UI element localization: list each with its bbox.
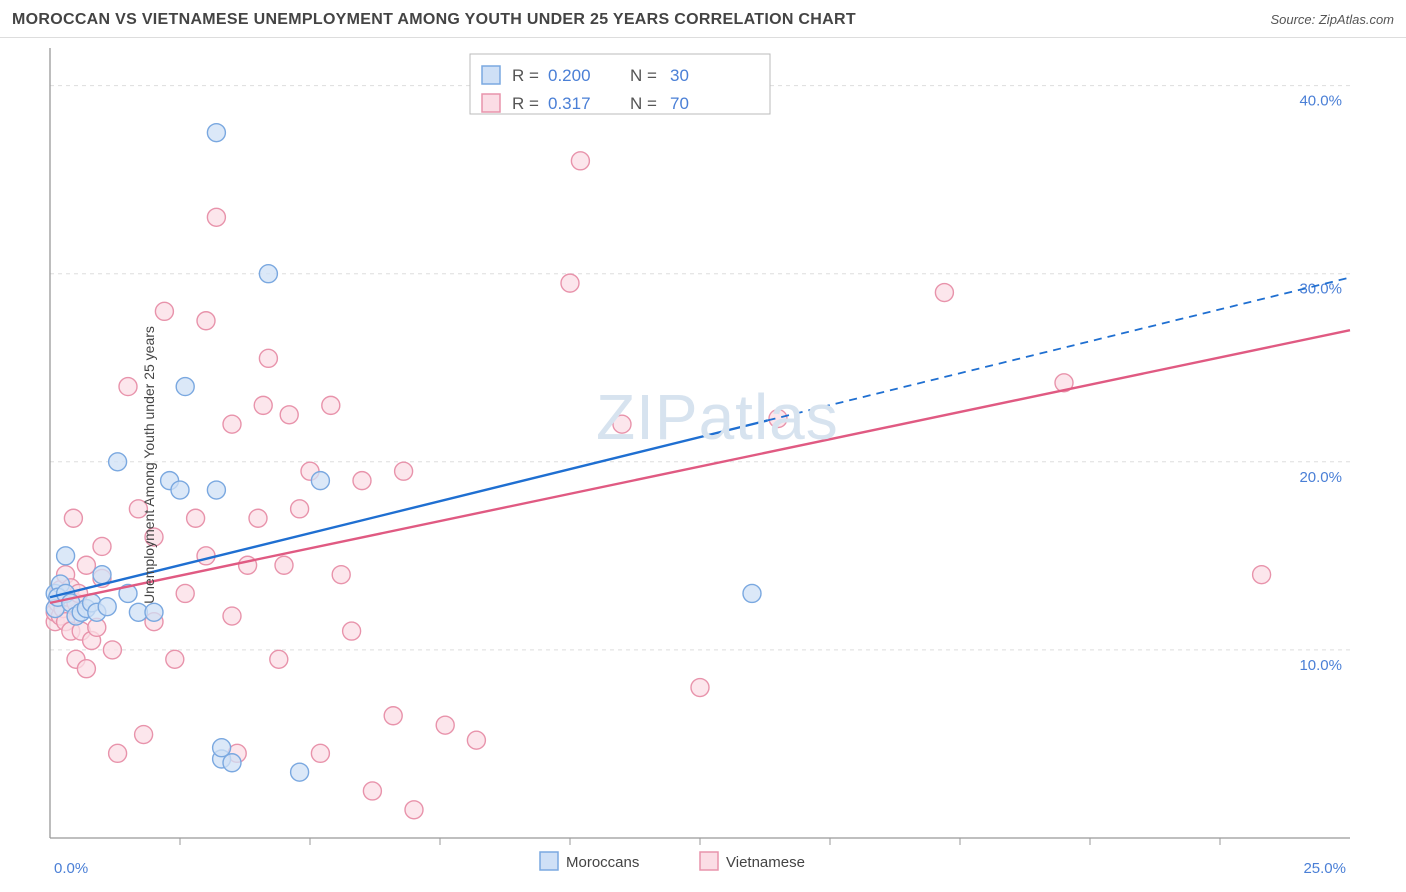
chart-title: MOROCCAN VS VIETNAMESE UNEMPLOYMENT AMON…: [12, 11, 856, 29]
vietnamese-point: [135, 726, 153, 744]
vietnamese-point: [343, 622, 361, 640]
vietnamese-point: [363, 782, 381, 800]
stats-swatch: [482, 94, 500, 112]
chart-svg: 10.0%20.0%30.0%40.0%0.0%25.0%R =0.200N =…: [0, 38, 1406, 892]
svg-text:0.317: 0.317: [548, 94, 591, 113]
svg-text:30: 30: [670, 66, 689, 85]
moroccans-point: [311, 472, 329, 490]
legend-label: Vietnamese: [726, 854, 805, 871]
svg-text:R =: R =: [512, 66, 539, 85]
vietnamese-point: [207, 208, 225, 226]
svg-text:R =: R =: [512, 94, 539, 113]
moroccans-point: [171, 481, 189, 499]
vietnamese-point: [561, 274, 579, 292]
svg-text:25.0%: 25.0%: [1303, 860, 1346, 877]
vietnamese-point: [187, 509, 205, 527]
vietnamese-point: [353, 472, 371, 490]
legend-swatch: [700, 852, 718, 870]
vietnamese-point: [405, 801, 423, 819]
vietnamese-point: [280, 406, 298, 424]
moroccans-point: [98, 598, 116, 616]
svg-text:N =: N =: [630, 94, 657, 113]
vietnamese-point: [223, 607, 241, 625]
vietnamese-point: [275, 556, 293, 574]
vietnamese-point: [77, 660, 95, 678]
moroccans-point: [176, 378, 194, 396]
vietnamese-point: [384, 707, 402, 725]
svg-text:10.0%: 10.0%: [1299, 657, 1342, 674]
vietnamese-point: [223, 415, 241, 433]
vietnamese-point: [155, 302, 173, 320]
moroccans-point: [207, 124, 225, 142]
vietnamese-point: [322, 396, 340, 414]
svg-text:0.0%: 0.0%: [54, 860, 88, 877]
vietnamese-point: [571, 152, 589, 170]
vietnamese-point: [249, 509, 267, 527]
vietnamese-point: [197, 312, 215, 330]
plot-area: Unemployment Among Youth under 25 years …: [0, 38, 1406, 892]
svg-text:20.0%: 20.0%: [1299, 469, 1342, 486]
moroccans-point: [207, 481, 225, 499]
vietnamese-point: [613, 415, 631, 433]
vietnamese-point: [176, 584, 194, 602]
vietnamese-point: [93, 537, 111, 555]
moroccans-trendline: [50, 420, 768, 597]
y-axis-label: Unemployment Among Youth under 25 years: [141, 326, 157, 604]
vietnamese-point: [467, 731, 485, 749]
svg-text:40.0%: 40.0%: [1299, 93, 1342, 110]
svg-text:70: 70: [670, 94, 689, 113]
moroccans-point: [145, 603, 163, 621]
legend-label: Moroccans: [566, 854, 639, 871]
chart-header: MOROCCAN VS VIETNAMESE UNEMPLOYMENT AMON…: [0, 0, 1406, 38]
vietnamese-point: [691, 679, 709, 697]
vietnamese-point: [311, 744, 329, 762]
vietnamese-point: [109, 744, 127, 762]
vietnamese-point: [395, 462, 413, 480]
legend-swatch: [540, 852, 558, 870]
vietnamese-point: [103, 641, 121, 659]
vietnamese-point: [77, 556, 95, 574]
vietnamese-point: [291, 500, 309, 518]
moroccans-point: [93, 566, 111, 584]
moroccans-point: [291, 763, 309, 781]
vietnamese-point: [254, 396, 272, 414]
vietnamese-point: [64, 509, 82, 527]
svg-text:0.200: 0.200: [548, 66, 591, 85]
moroccans-point: [57, 547, 75, 565]
moroccans-point: [223, 754, 241, 772]
vietnamese-trendline: [50, 330, 1350, 603]
vietnamese-point: [197, 547, 215, 565]
vietnamese-point: [270, 650, 288, 668]
vietnamese-point: [1253, 566, 1271, 584]
vietnamese-point: [259, 349, 277, 367]
moroccans-point: [109, 453, 127, 471]
stats-swatch: [482, 66, 500, 84]
vietnamese-point: [119, 378, 137, 396]
vietnamese-point: [436, 716, 454, 734]
moroccans-point: [743, 584, 761, 602]
vietnamese-point: [935, 284, 953, 302]
vietnamese-point: [166, 650, 184, 668]
chart-source: Source: ZipAtlas.com: [1270, 12, 1394, 27]
moroccans-point: [259, 265, 277, 283]
svg-text:N =: N =: [630, 66, 657, 85]
vietnamese-point: [332, 566, 350, 584]
